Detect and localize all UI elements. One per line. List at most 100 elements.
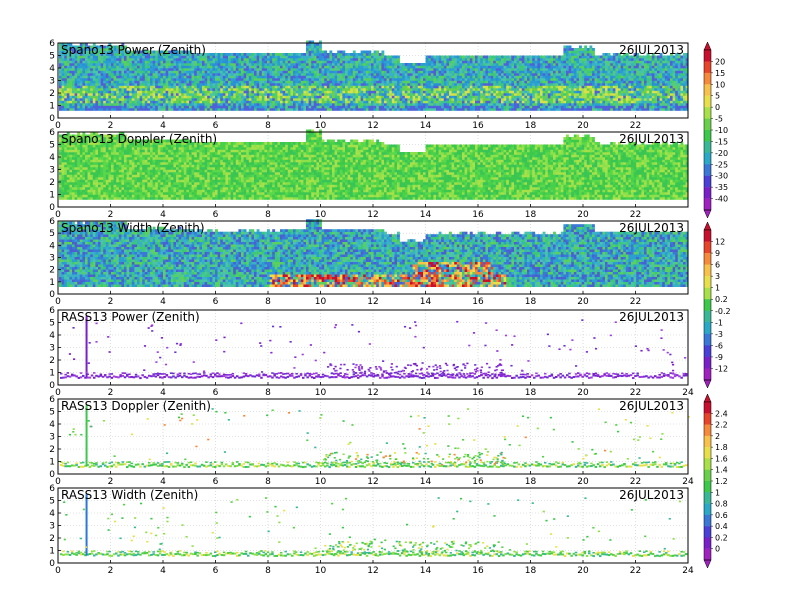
heatmap-cell xyxy=(295,85,299,89)
heatmap-cell xyxy=(118,78,122,81)
heatmap-cell xyxy=(345,68,348,71)
heatmap-cell xyxy=(576,98,580,101)
heatmap-cell xyxy=(355,53,359,56)
heatmap-cell xyxy=(116,65,120,69)
heatmap-cell xyxy=(248,70,252,74)
heatmap-cell xyxy=(163,50,166,54)
heatmap-cell xyxy=(358,68,361,71)
heatmap-cell xyxy=(85,45,88,49)
heatmap-cell xyxy=(311,60,315,64)
heatmap-cell xyxy=(157,70,161,74)
heatmap-cell xyxy=(584,48,588,51)
heatmap-cell xyxy=(508,85,512,89)
heatmap-cell xyxy=(181,105,185,109)
heatmap-cell xyxy=(347,100,351,104)
heatmap-cell xyxy=(602,95,606,99)
heatmap-cell xyxy=(168,78,172,81)
heatmap-cell xyxy=(428,108,432,111)
heatmap-cell xyxy=(503,83,507,86)
heatmap-cell xyxy=(589,75,593,79)
heatmap-cell xyxy=(163,78,166,81)
heatmap-cell xyxy=(469,108,473,111)
heatmap-cell xyxy=(287,95,291,99)
heatmap-cell xyxy=(547,100,551,104)
heatmap-cell xyxy=(358,73,361,76)
heatmap-cell xyxy=(537,80,541,84)
heatmap-cell xyxy=(579,95,582,99)
heatmap-cell xyxy=(131,75,135,79)
heatmap-cell xyxy=(347,68,351,71)
heatmap-cell xyxy=(108,75,112,79)
heatmap-cell xyxy=(456,68,460,71)
heatmap-cell xyxy=(381,103,385,106)
heatmap-cell xyxy=(111,75,114,79)
heatmap-cell xyxy=(347,73,351,76)
heatmap-cell xyxy=(446,78,450,81)
heatmap-cell xyxy=(566,53,569,56)
heatmap-cell xyxy=(124,70,127,74)
heatmap-cell xyxy=(514,63,517,66)
heatmap-cell xyxy=(334,83,338,86)
heatmap-cell xyxy=(196,60,200,64)
heatmap-cell xyxy=(220,95,224,99)
heatmap-cell xyxy=(321,80,325,84)
heatmap-cell xyxy=(66,98,70,101)
heatmap-cell xyxy=(111,65,114,69)
heatmap-cell xyxy=(501,90,504,94)
heatmap-cell xyxy=(384,70,387,74)
heatmap-cell xyxy=(394,70,398,74)
heatmap-cell xyxy=(111,55,114,59)
heatmap-cell xyxy=(610,63,614,66)
heatmap-cell xyxy=(534,90,538,94)
heatmap-cell xyxy=(267,80,270,84)
heatmap-cell xyxy=(607,53,611,56)
heatmap-cell xyxy=(186,105,190,109)
heatmap-cell xyxy=(352,100,356,104)
heatmap-cell xyxy=(475,75,478,79)
heatmap-cell xyxy=(581,55,585,59)
heatmap-cell xyxy=(589,90,593,94)
heatmap-cell xyxy=(261,90,265,94)
heatmap-cell xyxy=(152,50,156,54)
heatmap-cell xyxy=(550,58,554,61)
heatmap-cell xyxy=(337,68,341,71)
heatmap-cell xyxy=(399,98,403,101)
heatmap-cell xyxy=(139,70,143,74)
heatmap-cell xyxy=(131,70,135,74)
heatmap-cell xyxy=(248,58,252,61)
heatmap-cell xyxy=(124,48,127,51)
heatmap-cell xyxy=(389,80,393,84)
heatmap-cell xyxy=(428,60,432,64)
heatmap-cell xyxy=(503,85,507,89)
heatmap-cell xyxy=(389,58,393,61)
heatmap-cell xyxy=(425,83,429,86)
heatmap-cell xyxy=(376,60,380,64)
heatmap-cell xyxy=(597,95,601,99)
heatmap-cell xyxy=(566,98,569,101)
heatmap-cell xyxy=(534,85,538,89)
heatmap-cell xyxy=(402,65,406,69)
heatmap-cell xyxy=(433,105,437,109)
heatmap-cell xyxy=(490,93,494,96)
heatmap-cell xyxy=(217,78,221,81)
heatmap-cell xyxy=(477,60,481,64)
heatmap-cell xyxy=(371,105,374,109)
heatmap-cell xyxy=(113,88,117,91)
heatmap-cell xyxy=(441,98,445,101)
heatmap-cell xyxy=(59,80,62,84)
heatmap-cell xyxy=(597,93,601,96)
heatmap-cell xyxy=(350,85,354,89)
heatmap-cell xyxy=(251,103,255,106)
heatmap-cell xyxy=(459,55,463,59)
heatmap-cell xyxy=(402,100,406,104)
heatmap-cell xyxy=(579,50,582,54)
heatmap-cell xyxy=(516,85,520,89)
heatmap-cell xyxy=(573,73,577,76)
heatmap-cell xyxy=(485,105,489,109)
heatmap-cell xyxy=(433,63,437,66)
heatmap-cell xyxy=(235,63,239,66)
heatmap-cell xyxy=(178,55,182,59)
heatmap-cell xyxy=(118,70,122,74)
heatmap-cell xyxy=(316,60,320,64)
heatmap-cell xyxy=(321,50,325,54)
